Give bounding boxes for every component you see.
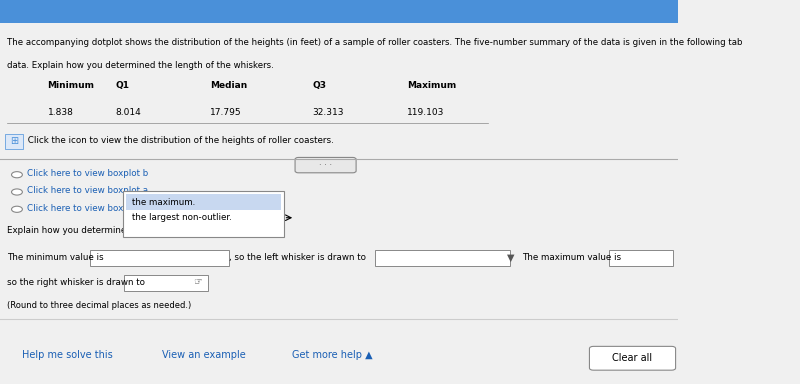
Text: Explain how you determined the: Explain how you determined the (6, 226, 149, 235)
Circle shape (11, 189, 22, 195)
Text: Minimum: Minimum (47, 81, 94, 89)
Text: Help me solve this: Help me solve this (22, 350, 114, 360)
Text: Q1: Q1 (115, 81, 130, 89)
FancyBboxPatch shape (295, 157, 356, 173)
Text: 17.795: 17.795 (210, 108, 242, 116)
Text: Click here to view boxplot a: Click here to view boxplot a (27, 186, 148, 195)
FancyBboxPatch shape (375, 250, 510, 266)
Text: Click here to view boxplot b: Click here to view boxplot b (27, 169, 148, 178)
Text: 32.313: 32.313 (312, 108, 343, 116)
Text: 8.014: 8.014 (115, 108, 141, 116)
Text: The minimum value is: The minimum value is (6, 253, 103, 262)
Text: the largest non-outlier.: the largest non-outlier. (132, 213, 232, 222)
Text: Click here to view boxplot c: Click here to view boxplot c (27, 204, 148, 213)
Circle shape (11, 206, 22, 212)
Text: ☞: ☞ (194, 277, 202, 287)
Text: Get more help ▲: Get more help ▲ (292, 350, 373, 360)
Text: · · ·: · · · (319, 161, 332, 170)
Text: ▼: ▼ (507, 252, 515, 262)
Circle shape (11, 172, 22, 178)
FancyBboxPatch shape (609, 250, 673, 266)
FancyBboxPatch shape (124, 275, 208, 291)
FancyBboxPatch shape (590, 346, 675, 370)
Text: Click the icon to view the distribution of the heights of roller coasters.: Click the icon to view the distribution … (25, 136, 334, 146)
Text: (Round to three decimal places as needed.): (Round to three decimal places as needed… (6, 301, 191, 310)
Text: Median: Median (210, 81, 247, 89)
Text: View an example: View an example (162, 350, 246, 360)
Text: the maximum.: the maximum. (132, 198, 195, 207)
Text: 1.838: 1.838 (47, 108, 74, 116)
Text: Maximum: Maximum (407, 81, 456, 89)
FancyBboxPatch shape (6, 134, 23, 149)
Text: data. Explain how you determined the length of the whiskers.: data. Explain how you determined the len… (6, 61, 274, 70)
Text: Clear all: Clear all (612, 353, 652, 363)
Text: 119.103: 119.103 (407, 108, 444, 116)
FancyBboxPatch shape (126, 194, 281, 210)
Text: , so the left whisker is drawn to: , so the left whisker is drawn to (230, 253, 366, 262)
Text: Q3: Q3 (312, 81, 326, 89)
Text: ⊞: ⊞ (10, 136, 18, 146)
Text: The maximum value is: The maximum value is (522, 253, 622, 262)
Text: so the right whisker is drawn to: so the right whisker is drawn to (6, 278, 145, 287)
FancyBboxPatch shape (123, 191, 283, 237)
Text: The accompanying dotplot shows the distribution of the heights (in feet) of a sa: The accompanying dotplot shows the distr… (6, 38, 742, 47)
FancyBboxPatch shape (90, 250, 229, 266)
FancyBboxPatch shape (0, 0, 678, 23)
